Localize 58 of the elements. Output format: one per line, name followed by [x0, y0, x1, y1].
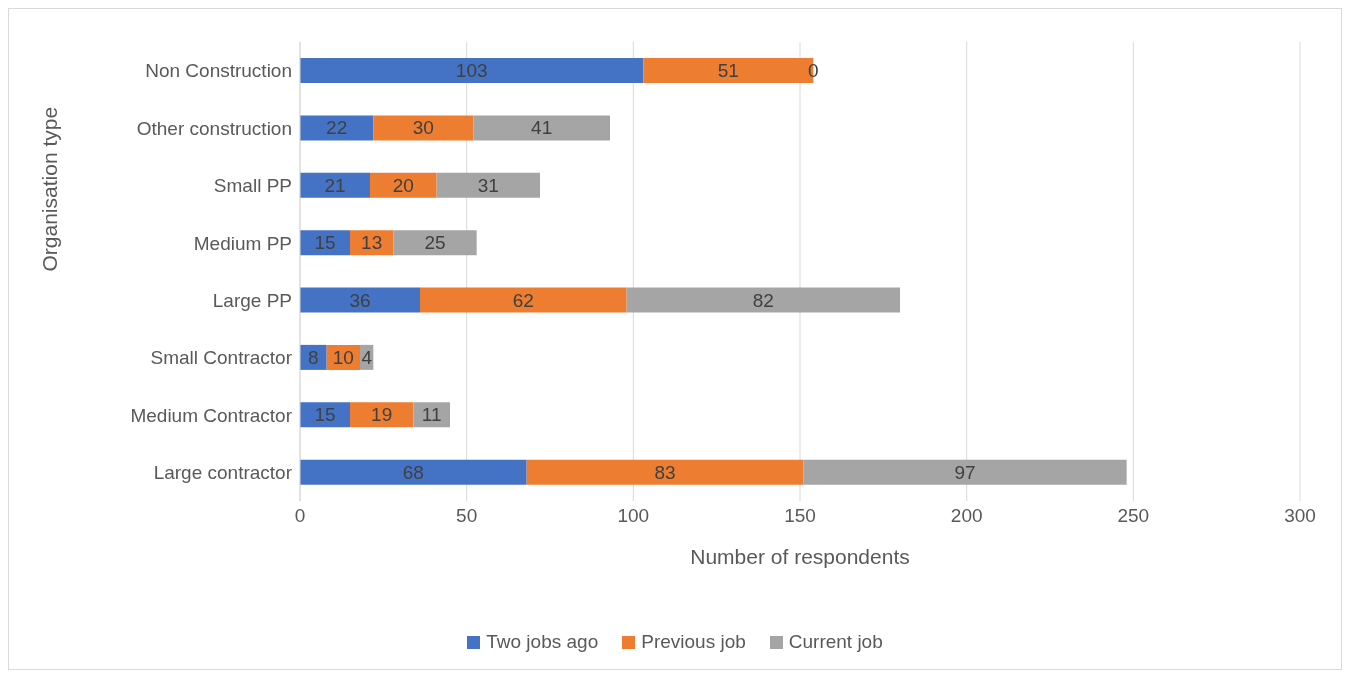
y-tick-label: Large PP [212, 289, 292, 311]
bar [420, 287, 627, 313]
y-tick-label: Small Contractor [150, 347, 293, 369]
y-tick-label: Non Construction [145, 60, 292, 82]
x-tick-label: 0 [294, 505, 306, 527]
data-label: 19 [371, 404, 393, 426]
bar [300, 172, 370, 198]
x-tick-label: 250 [1117, 505, 1150, 527]
data-label: 8 [308, 346, 319, 368]
x-tick-label: 50 [456, 505, 478, 527]
data-label: 51 [717, 60, 739, 81]
data-label: 103 [455, 60, 488, 81]
bar [370, 172, 437, 198]
bar [803, 459, 1127, 485]
data-label: 31 [477, 174, 499, 196]
y-tick-label: Medium PP [193, 232, 292, 254]
x-tick-label: 300 [1284, 505, 1316, 527]
data-label: 21 [324, 174, 346, 196]
bar [300, 115, 374, 141]
legend-label: Current job [787, 631, 883, 653]
bar [393, 230, 477, 256]
data-label: 15 [314, 404, 336, 426]
bar [300, 58, 644, 83]
x-tick-label: 100 [617, 505, 650, 527]
bar [436, 172, 540, 198]
data-label: 20 [392, 174, 414, 196]
x-axis-title: Number of respondents [690, 544, 910, 568]
bar [473, 115, 610, 141]
legend-label: Previous job [640, 631, 746, 653]
y-axis-title: Organisation type [38, 106, 62, 272]
data-label: 22 [326, 117, 348, 139]
data-label: 62 [512, 289, 534, 311]
y-tick-label: Medium Contractor [130, 404, 293, 426]
data-label: 25 [424, 232, 446, 254]
data-label: 68 [402, 461, 424, 483]
y-tick-label: Other construction [136, 117, 292, 139]
data-label: 10 [332, 346, 354, 368]
x-tick-label: 200 [950, 505, 983, 527]
data-label: 11 [421, 404, 442, 426]
data-label: 15 [314, 232, 336, 254]
data-label: 97 [954, 461, 976, 483]
data-label: 82 [752, 289, 774, 311]
bar [300, 459, 527, 485]
x-tick-label: 150 [784, 505, 816, 527]
bar [350, 402, 414, 428]
data-label: 13 [361, 232, 383, 254]
bar [526, 459, 804, 485]
y-tick-label: Small PP [213, 175, 292, 197]
data-label: 83 [654, 461, 676, 483]
bar [373, 115, 474, 141]
data-label: 41 [531, 117, 553, 139]
y-tick-label: Large contractor [153, 462, 293, 484]
data-label: 4 [361, 346, 373, 368]
data-label: 36 [349, 289, 371, 311]
legend-label: Two jobs ago [485, 631, 599, 653]
bar [300, 287, 420, 313]
bar [626, 287, 900, 313]
data-label: 30 [412, 117, 434, 139]
